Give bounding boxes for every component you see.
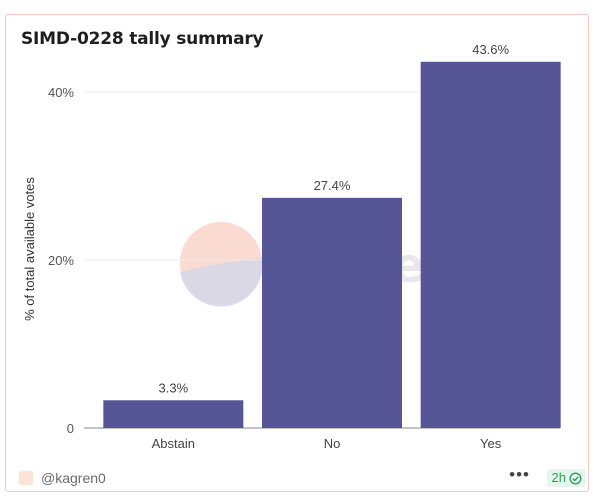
ellipsis-icon[interactable]: •••: [509, 465, 530, 484]
y-tick-label: 20%: [48, 253, 74, 268]
chart-footer: @kagren0 ••• 2h: [15, 465, 586, 489]
chart-title: SIMD-0228 tally summary: [21, 29, 264, 49]
bar: [103, 400, 244, 428]
avatar[interactable]: [19, 471, 33, 485]
y-tick-label: 40%: [48, 85, 74, 100]
age-label: 2h: [551, 470, 566, 485]
y-axis-label: % of total available votes: [22, 177, 37, 321]
data-label: 27.4%: [314, 178, 351, 193]
data-label: 43.6%: [472, 42, 509, 57]
x-tick-label: Abstain: [152, 436, 195, 451]
author-handle[interactable]: @kagren0: [41, 470, 106, 486]
bar: [420, 61, 561, 428]
age-badge[interactable]: 2h: [546, 469, 586, 487]
watermark-logo-shade: [180, 258, 263, 307]
y-tick-label: 0: [67, 421, 74, 436]
bar: [262, 197, 402, 428]
labels: 0 20% 40% 3.3% Abstain 27.4% No 43.6% Yes % of to…: [22, 42, 510, 451]
check-circle-icon: [569, 471, 582, 485]
x-tick-label: Yes: [480, 436, 502, 451]
data-label: 3.3%: [159, 380, 189, 395]
bars: [103, 61, 561, 428]
x-tick-label: No: [324, 436, 341, 451]
